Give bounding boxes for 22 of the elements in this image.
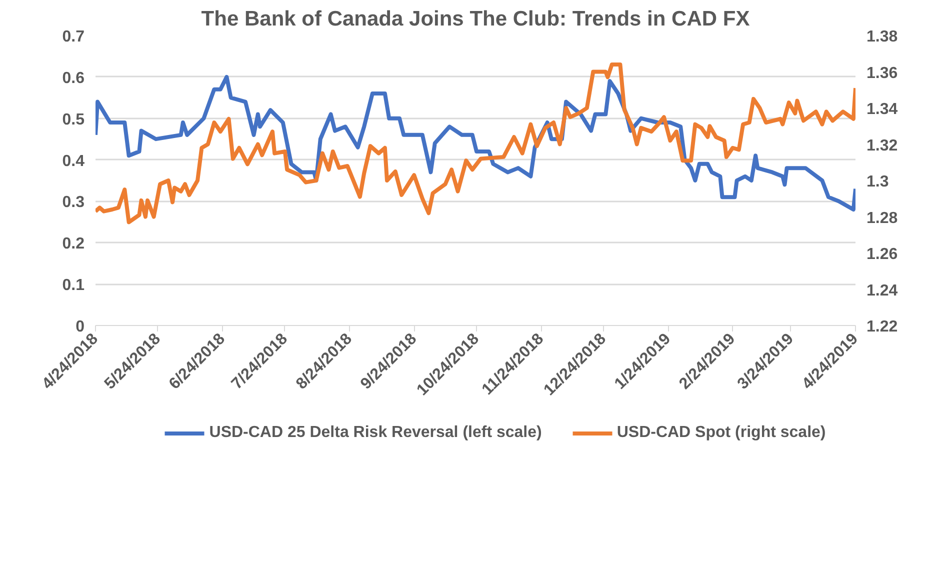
y2-tick-label: 1.34 (866, 101, 898, 118)
y2-tick-label: 1.22 (866, 318, 898, 336)
y2-tick-label: 1.36 (866, 64, 898, 82)
y-tick-label: 0.5 (62, 111, 85, 128)
y-tick-label: 0.3 (62, 194, 85, 212)
chart-title: The Bank of Canada Joins The Club: Trends in CAD FX (201, 8, 750, 30)
y-tick-label: 0.1 (62, 277, 85, 294)
line-series (96, 62, 856, 224)
y2-tick-label: 1.3 (866, 174, 889, 190)
legend-label: USD-CAD Spot (right scale) (616, 424, 826, 442)
y-tick-label: 0 (76, 318, 85, 336)
y2-tick-label: 1.26 (866, 246, 898, 263)
y-tick-label: 0.2 (62, 236, 85, 253)
y2-tick-label: 1.38 (866, 28, 898, 46)
y2-tick-label: 1.24 (866, 282, 898, 300)
y-tick-label: 0.6 (62, 70, 85, 87)
line-series (96, 74, 856, 212)
y2-tick-label: 1.28 (866, 210, 898, 227)
y2-tick-label: 1.32 (866, 137, 898, 154)
legend-label: USD-CAD 25 Delta Risk Reversal (left scale) (209, 424, 542, 442)
y-tick-label: 0.4 (62, 152, 85, 170)
y-tick-label: 0.7 (62, 28, 85, 46)
